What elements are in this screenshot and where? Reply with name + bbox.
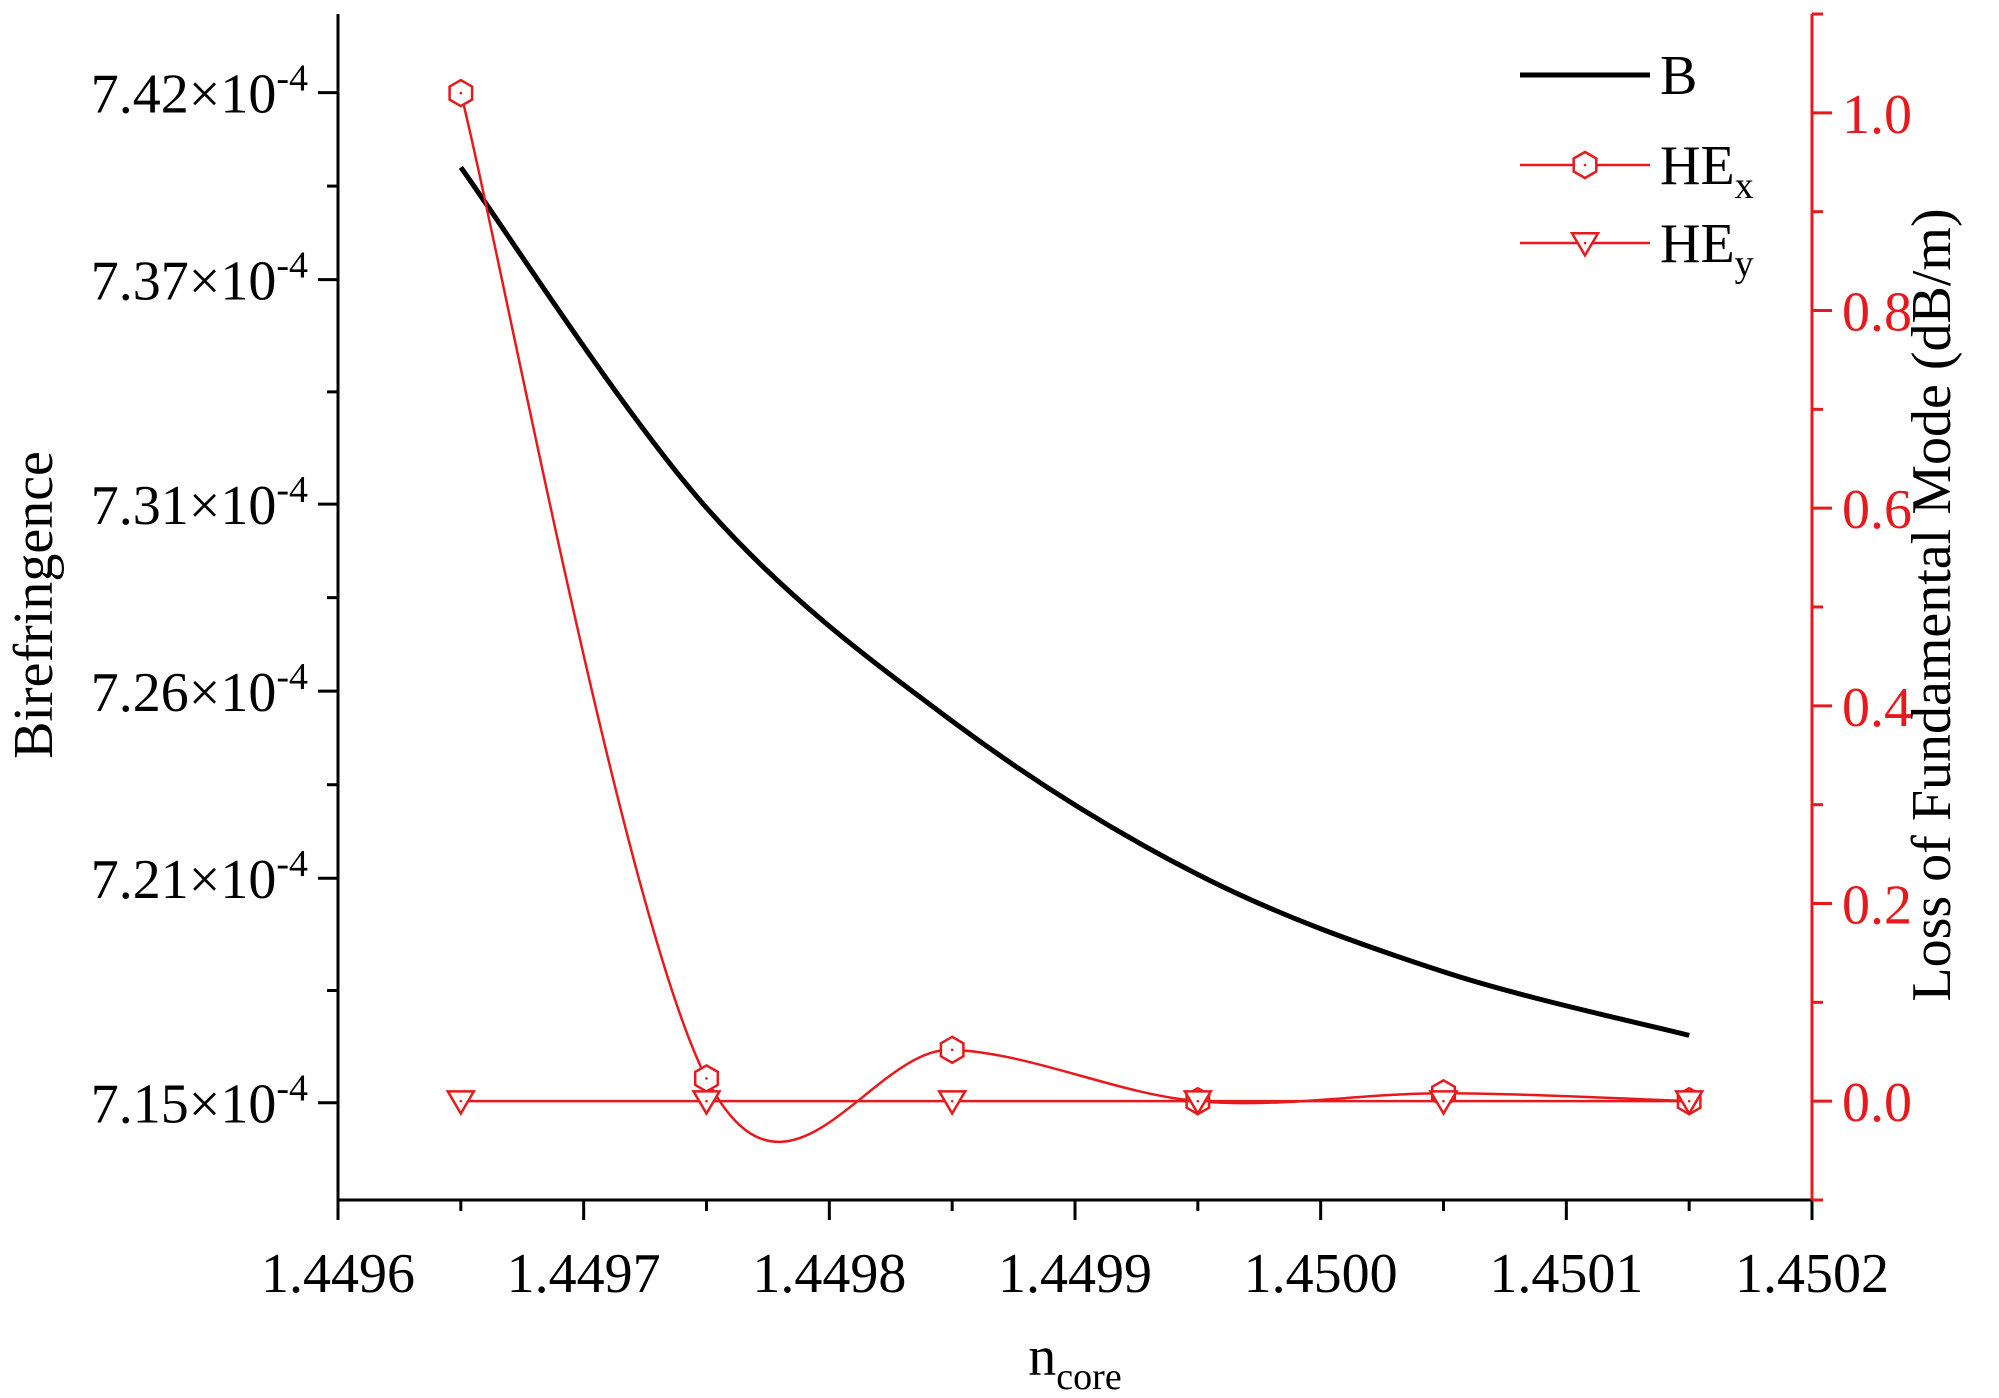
hexagon-marker-dot	[705, 1077, 708, 1080]
x-axis-title: ncore	[1028, 1326, 1121, 1398]
y-right-title: Loss of Fundamental Mode (dB/m)	[1901, 208, 1963, 1001]
series-hex	[448, 78, 1702, 1143]
triangle-marker-dot	[950, 1099, 954, 1103]
triangle-marker	[1428, 1090, 1459, 1116]
triangle-marker	[691, 1090, 722, 1116]
x-tick-label: 1.4497	[507, 1243, 661, 1305]
legend-item: HEx	[1520, 135, 1754, 207]
x-tick-label: 1.4499	[998, 1243, 1152, 1305]
x-axis-title-main: n	[1028, 1326, 1056, 1388]
series-line	[459, 92, 1690, 1143]
y-right-tick-label: 0.0	[1842, 1072, 1912, 1134]
y-left-tick-label: 7.42×10-4	[91, 58, 308, 126]
legend-item: B	[1520, 45, 1697, 107]
series-hey	[445, 1090, 1705, 1116]
triangle-marker-dot	[459, 1099, 463, 1103]
triangle-marker-dot	[1196, 1099, 1200, 1103]
x-tick-label: 1.4502	[1735, 1243, 1889, 1305]
legend-item: HEy	[1520, 213, 1754, 285]
y-right-tick-label: 0.8	[1842, 282, 1912, 344]
y-right-tick-label: 1.0	[1842, 84, 1912, 146]
x-axis: 1.4496 1.4497 1.4498 1.4499 1.4500 1.4501 1.45…	[261, 1200, 1889, 1305]
triangle-marker	[445, 1090, 477, 1116]
x-tick-label: 1.4501	[1489, 1243, 1643, 1305]
triangle-marker	[1673, 1090, 1705, 1116]
triangle-marker	[936, 1090, 968, 1116]
y-left-tick-label: 7.21×10-4	[91, 843, 308, 911]
hexagon-marker-dot	[459, 91, 463, 95]
y-axis-right: 1.0 0.8 0.6 0.4 0.2 0.0	[1812, 12, 1912, 1202]
triangle-marker-dot	[705, 1099, 708, 1103]
series-b	[458, 165, 1690, 1038]
y-left-tick-label: 7.15×10-4	[91, 1068, 308, 1136]
legend-label: HEy	[1660, 213, 1754, 285]
x-axis-title-sub: core	[1056, 1356, 1121, 1398]
x-tick-label: 1.4496	[261, 1243, 415, 1305]
y-left-title: Birefringence	[3, 451, 65, 759]
y-left-tick-label: 7.31×10-4	[91, 469, 308, 537]
series-line	[458, 165, 1690, 1038]
legend-label: HEx	[1660, 135, 1754, 207]
y-left-tick-label: 7.37×10-4	[91, 245, 308, 313]
legend-marker	[1569, 232, 1601, 258]
series-layer	[445, 78, 1705, 1143]
legend-label: B	[1660, 45, 1697, 107]
triangle-marker-dot	[1687, 1099, 1691, 1103]
legend-marker-dot	[1583, 163, 1587, 167]
x-tick-label: 1.4498	[752, 1243, 906, 1305]
x-tick-label: 1.4500	[1244, 1243, 1398, 1305]
legend-marker-dot	[1583, 241, 1587, 245]
hexagon-marker-dot	[950, 1048, 954, 1052]
y-left-tick-label: 7.26×10-4	[91, 656, 308, 724]
y-right-tick-label: 0.2	[1842, 875, 1912, 937]
y-right-tick-label: 0.4	[1842, 677, 1912, 739]
plot-frame	[336, 14, 1814, 1202]
triangle-marker	[1182, 1090, 1214, 1116]
y-axis-left: 7.42×10-4 7.37×10-4 7.31×10-4 7.26×10-4 7.21…	[91, 58, 338, 1136]
y-right-tick-label: 0.6	[1842, 479, 1912, 541]
triangle-marker-dot	[1442, 1099, 1445, 1103]
